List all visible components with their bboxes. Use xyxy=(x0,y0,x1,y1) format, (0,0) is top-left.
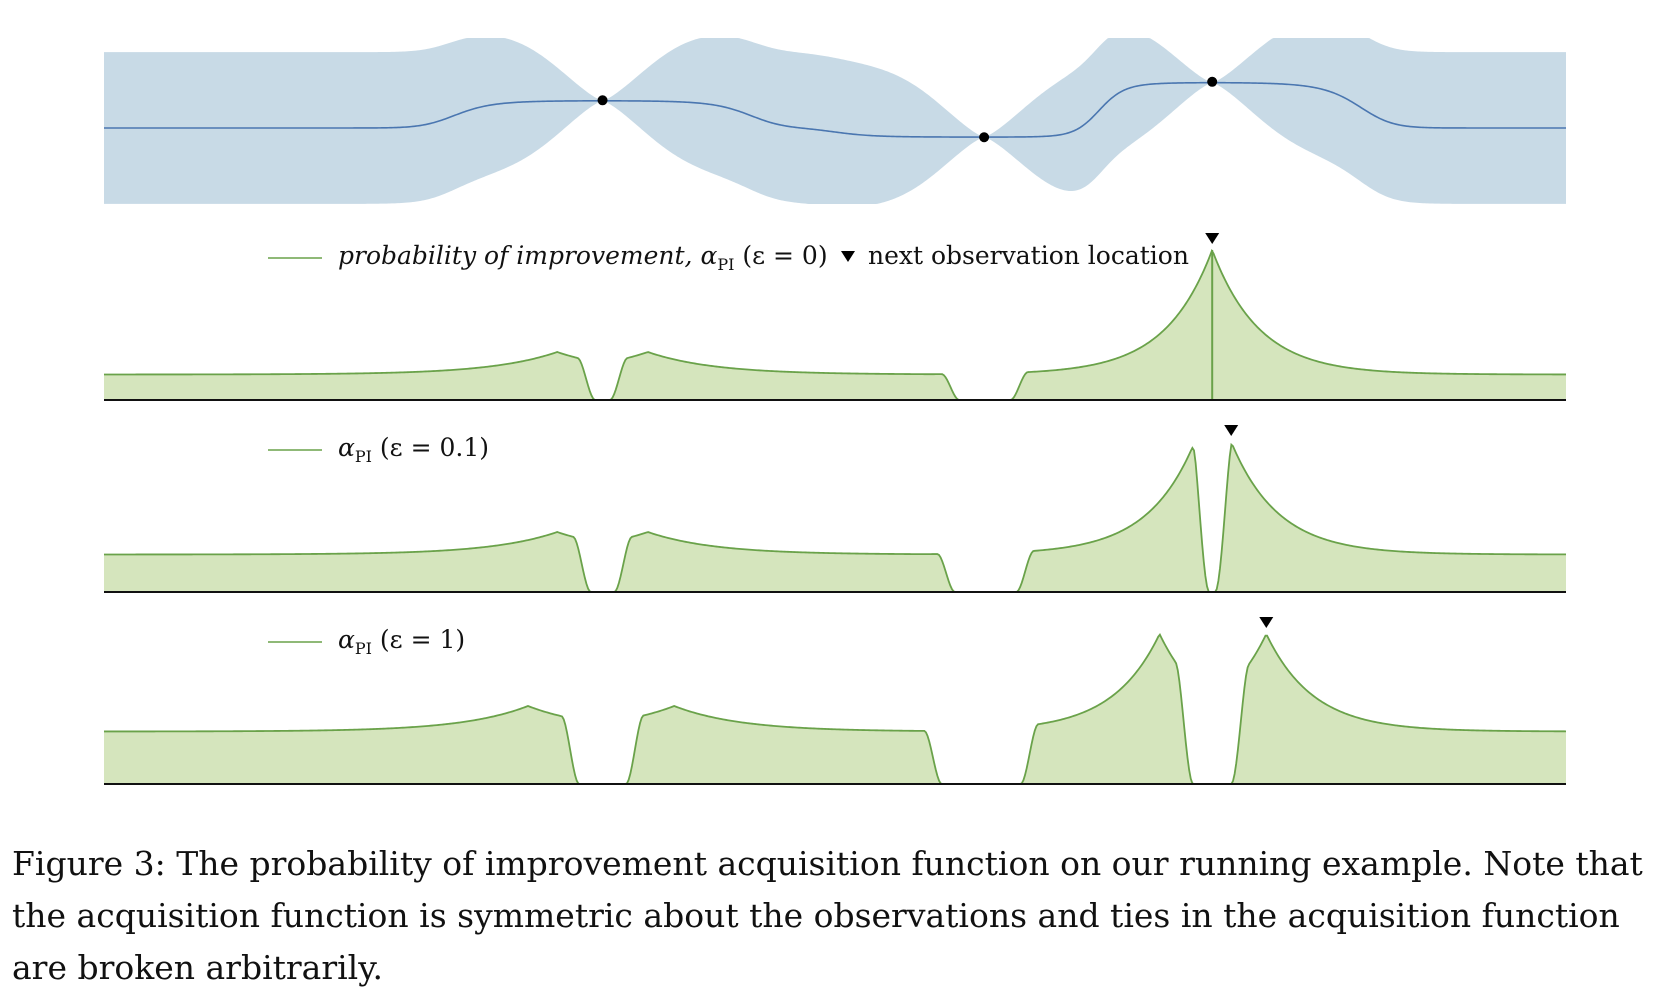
legend-label-next-observation: next observation location xyxy=(868,241,1189,270)
gp-posterior-panel xyxy=(104,38,1566,204)
legend: αPI (ε = 0.1) xyxy=(268,433,489,466)
pi-eps-0-panel: probability of improvement, αPI (ε = 0) n… xyxy=(104,233,1567,401)
legend: αPI (ε = 1) xyxy=(268,625,465,658)
next-observation-marker xyxy=(1205,233,1220,244)
observation-point-2 xyxy=(979,132,990,143)
figure: probability of improvement, αPI (ε = 0) n… xyxy=(103,38,1567,785)
pi-eps-1-panel: αPI (ε = 1) xyxy=(103,617,1567,785)
next-observation-marker xyxy=(1259,617,1274,628)
acquisition-fill xyxy=(104,250,1566,400)
observation-point-1 xyxy=(597,95,608,106)
acquisition-curve xyxy=(104,248,1567,401)
gp-credible-band xyxy=(104,38,1566,204)
gp-mean-line xyxy=(104,81,1566,138)
legend-label-acquisition: αPI (ε = 0.1) xyxy=(338,433,489,466)
legend-label-acquisition: probability of improvement, αPI (ε = 0) xyxy=(338,241,828,274)
acquisition-fill xyxy=(104,444,1566,592)
next-observation-marker xyxy=(1224,425,1239,436)
pi-eps-0.1-panel: αPI (ε = 0.1) xyxy=(104,425,1567,593)
legend-label-acquisition: αPI (ε = 1) xyxy=(338,625,465,658)
observation-point-3 xyxy=(1207,76,1218,87)
legend: probability of improvement, αPI (ε = 0) n… xyxy=(268,241,1189,274)
acquisition-curve xyxy=(104,442,1567,593)
acquisition-curve xyxy=(103,633,1567,785)
acquisition-fill xyxy=(104,634,1566,784)
legend-marker-triangle xyxy=(841,251,855,262)
acquisition-panels: probability of improvement, αPI (ε = 0) n… xyxy=(103,233,1567,785)
figure-caption: Figure 3: The probability of improvement… xyxy=(12,844,1643,987)
